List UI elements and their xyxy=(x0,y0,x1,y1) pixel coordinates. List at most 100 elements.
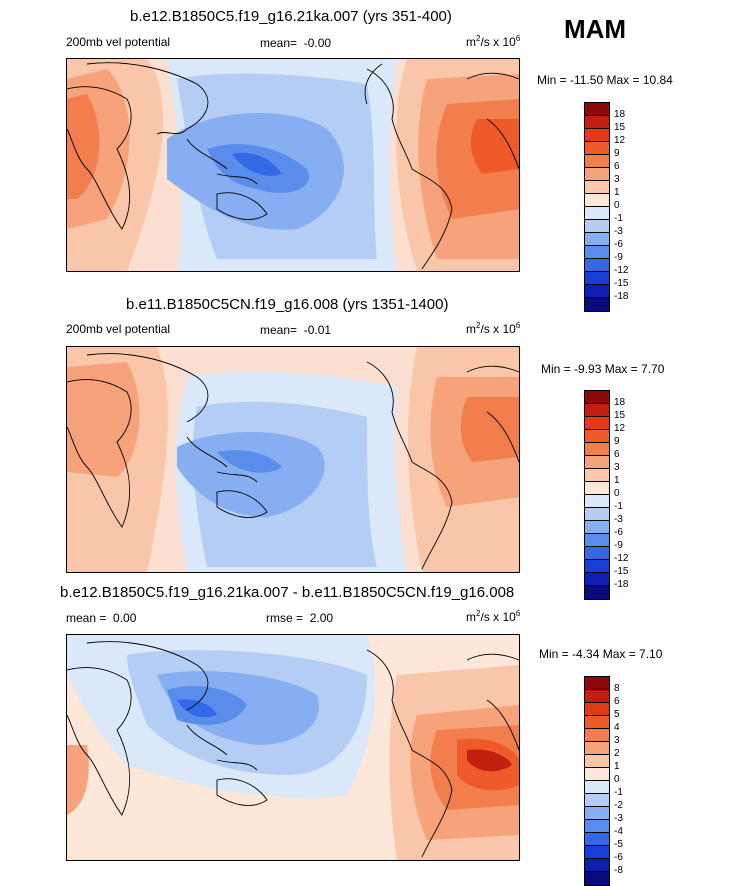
colorbar-swatch xyxy=(585,781,609,794)
colorbar-tick-label: -6 xyxy=(614,239,623,250)
colorbar-tick-label: 3 xyxy=(614,174,620,185)
colorbar-swatch xyxy=(585,846,609,859)
colorbar-tick-label: -3 xyxy=(614,514,623,525)
colorbar-swatch xyxy=(585,768,609,781)
panel-3-colorbar xyxy=(584,676,610,886)
colorbar-swatch xyxy=(585,690,609,703)
colorbar-tick-label: 2 xyxy=(614,748,620,759)
colorbar-swatch xyxy=(585,103,609,116)
panel-2-map xyxy=(66,346,520,573)
colorbar-tick-label: 6 xyxy=(614,161,620,172)
colorbar-tick-label: 18 xyxy=(614,109,626,120)
panel-3-rmse: rmse = 2.00 xyxy=(266,611,334,625)
colorbar-swatch xyxy=(585,560,609,573)
colorbar-swatch xyxy=(585,755,609,768)
colorbar-swatch xyxy=(585,285,609,298)
colorbar-tick-label: 8 xyxy=(614,683,620,694)
colorbar-tick-label: -9 xyxy=(614,540,623,551)
colorbar-tick-label: 3 xyxy=(614,462,620,473)
colorbar-tick-label: 15 xyxy=(614,410,626,421)
colorbar-tick-label: 5 xyxy=(614,709,620,720)
colorbar-tick-label: -9 xyxy=(614,252,623,263)
colorbar-tick-label: 6 xyxy=(614,449,620,460)
season-label: MAM xyxy=(564,14,627,44)
colorbar-swatch xyxy=(585,298,609,311)
panel-1-map xyxy=(66,58,520,272)
colorbar-tick-label: 0 xyxy=(614,774,620,785)
panel-1-title: b.e12.B1850C5.f19_g16.21ka.007 (yrs 351-… xyxy=(130,8,452,25)
colorbar-tick-label: -5 xyxy=(614,839,623,850)
colorbar-tick-label: -15 xyxy=(614,566,629,577)
colorbar-tick-label: 1 xyxy=(614,187,620,198)
colorbar-tick-label: 18 xyxy=(614,397,626,408)
colorbar-swatch xyxy=(585,129,609,142)
colorbar-swatch xyxy=(585,573,609,586)
panel-2-colorbar xyxy=(584,390,610,600)
panel-3-title: b.e12.B1850C5.f19_g16.21ka.007 - b.e11.B… xyxy=(60,584,515,601)
colorbar-tick-label: -3 xyxy=(614,813,623,824)
colorbar-swatch xyxy=(585,677,609,690)
colorbar-tick-label: -1 xyxy=(614,213,623,224)
colorbar-swatch xyxy=(585,417,609,430)
panel-1-units: m2/s x 106 xyxy=(466,34,521,49)
panel-1-mean: mean= -0.00 xyxy=(260,36,332,50)
colorbar-tick-label: 3 xyxy=(614,735,620,746)
panel-2-variable-label: 200mb vel potential xyxy=(66,322,171,336)
panel-1-minmax: Min = -11.50 Max = 10.84 xyxy=(537,73,673,87)
colorbar-swatch xyxy=(585,443,609,456)
colorbar-tick-label: 12 xyxy=(614,135,626,146)
colorbar-tick-label: 9 xyxy=(614,436,620,447)
colorbar-swatch xyxy=(585,833,609,846)
colorbar-tick-label: 15 xyxy=(614,122,626,133)
colorbar-swatch xyxy=(585,534,609,547)
colorbar-swatch xyxy=(585,404,609,417)
colorbar-swatch xyxy=(585,194,609,207)
colorbar-tick-label: -2 xyxy=(614,800,623,811)
colorbar-tick-label: 0 xyxy=(614,488,620,499)
colorbar-tick-label: 1 xyxy=(614,761,620,772)
colorbar-swatch xyxy=(585,220,609,233)
colorbar-swatch xyxy=(585,820,609,833)
colorbar-swatch xyxy=(585,246,609,259)
panel-1-variable-label: 200mb vel potential xyxy=(66,35,171,49)
colorbar-tick-label: -18 xyxy=(614,579,629,590)
colorbar-tick-label: 6 xyxy=(614,696,620,707)
colorbar-swatch xyxy=(585,116,609,129)
colorbar-swatch xyxy=(585,391,609,404)
colorbar-swatch xyxy=(585,233,609,246)
colorbar-tick-label: -1 xyxy=(614,787,623,798)
colorbar-tick-label: -4 xyxy=(614,826,623,837)
colorbar-tick-label: -18 xyxy=(614,291,629,302)
panel-3-units: m2/s x 106 xyxy=(466,609,521,624)
colorbar-tick-label: -12 xyxy=(614,553,629,564)
colorbar-tick-label: -6 xyxy=(614,852,623,863)
colorbar-swatch xyxy=(585,168,609,181)
colorbar-swatch xyxy=(585,155,609,168)
colorbar-swatch xyxy=(585,482,609,495)
panel-2-title: b.e11.B1850C5CN.f19_g16.008 (yrs 1351-14… xyxy=(126,296,449,313)
colorbar-swatch xyxy=(585,586,609,599)
panel-3-minmax: Min = -4.34 Max = 7.10 xyxy=(539,647,663,661)
colorbar-tick-label: -15 xyxy=(614,278,629,289)
colorbar-swatch xyxy=(585,456,609,469)
panel-2-units: m2/s x 106 xyxy=(466,321,521,336)
colorbar-swatch xyxy=(585,469,609,482)
colorbar-tick-label: -12 xyxy=(614,265,629,276)
colorbar-tick-label: -3 xyxy=(614,226,623,237)
panel-2-mean: mean= -0.01 xyxy=(260,323,332,337)
panel-3-map xyxy=(66,634,520,861)
colorbar-swatch xyxy=(585,508,609,521)
colorbar-tick-label: 12 xyxy=(614,423,626,434)
colorbar-tick-label: -1 xyxy=(614,501,623,512)
colorbar-swatch xyxy=(585,716,609,729)
colorbar-tick-label: -6 xyxy=(614,527,623,538)
colorbar-swatch xyxy=(585,495,609,508)
colorbar-swatch xyxy=(585,207,609,220)
panel-3-mean: mean = 0.00 xyxy=(66,611,137,625)
colorbar-tick-label: 9 xyxy=(614,148,620,159)
colorbar-swatch xyxy=(585,272,609,285)
colorbar-tick-label: -8 xyxy=(614,865,623,876)
colorbar-swatch xyxy=(585,430,609,443)
colorbar-swatch xyxy=(585,521,609,534)
colorbar-swatch xyxy=(585,142,609,155)
